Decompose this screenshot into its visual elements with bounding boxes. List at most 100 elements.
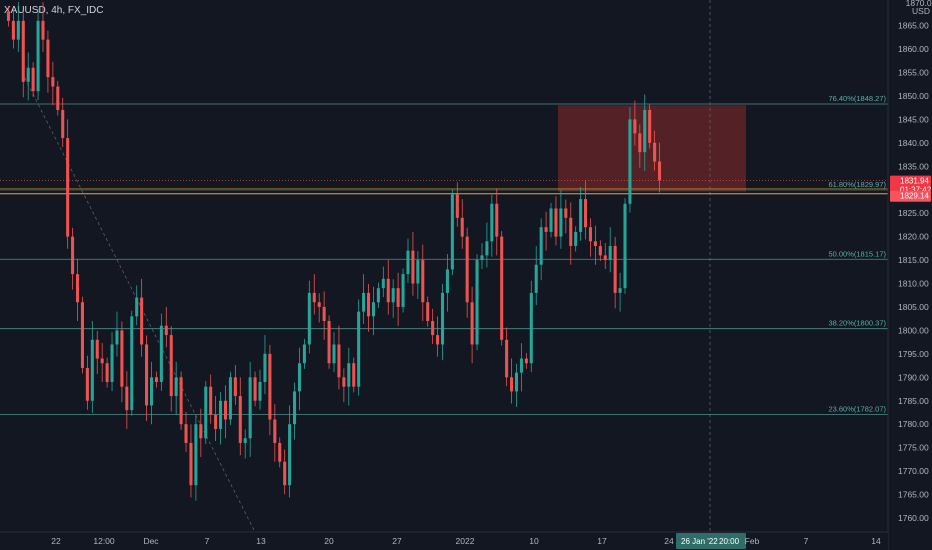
price-axis-top-label: 1870.00 bbox=[906, 0, 932, 8]
candle-body bbox=[559, 208, 563, 237]
price-axis-tick: 1810.00 bbox=[898, 279, 929, 289]
resistance-zone bbox=[558, 105, 746, 192]
candle-body bbox=[307, 292, 311, 345]
candle-body bbox=[51, 77, 55, 87]
price-axis-tick: 1780.00 bbox=[898, 419, 929, 429]
candle-body bbox=[475, 260, 479, 345]
candle-body bbox=[450, 194, 454, 270]
time-axis[interactable]: 22 12:00 Dec 7 13 20 27 2022 10 17 24 7 14 26 Jan '22… bbox=[0, 531, 888, 550]
time-axis-tick: Dec bbox=[143, 536, 159, 546]
price-axis-tick: 1770.00 bbox=[898, 466, 929, 476]
candle-body bbox=[386, 278, 390, 303]
candle-body bbox=[184, 424, 188, 443]
candle-body bbox=[401, 274, 405, 307]
candle-body bbox=[539, 227, 543, 265]
candle-body bbox=[490, 203, 494, 242]
candle-body bbox=[297, 363, 302, 392]
orange-price-tag bbox=[890, 190, 931, 202]
candle-body bbox=[11, 20, 15, 40]
candle-body bbox=[149, 377, 154, 406]
candle-body bbox=[366, 292, 371, 317]
candle-body bbox=[658, 161, 662, 181]
candle-body bbox=[455, 194, 459, 218]
candle-body bbox=[71, 236, 75, 275]
candle-body bbox=[549, 208, 553, 232]
candle-body bbox=[534, 264, 538, 293]
candle-body bbox=[21, 20, 25, 82]
fib-level-label: 50.00%(1815.17) bbox=[828, 249, 886, 258]
candle-body bbox=[223, 400, 228, 420]
candle-body bbox=[648, 109, 652, 143]
symbol-label: XAUUSD, 4h, FX_IDC bbox=[4, 5, 104, 16]
candle-body bbox=[189, 442, 193, 486]
price-axis[interactable]: 1870.00USD 1865.00 1860.00 1855.00 1850.00 18… bbox=[887, 0, 932, 550]
candle-body bbox=[154, 377, 158, 382]
time-axis-bg bbox=[0, 532, 888, 550]
time-axis-tick: 27 bbox=[392, 536, 402, 546]
candle-body bbox=[431, 321, 435, 336]
candle-body bbox=[391, 288, 395, 303]
orange-price-value: 1829.14 bbox=[900, 192, 929, 201]
price-axis-currency: USD bbox=[912, 6, 930, 16]
time-axis-tick: 22 bbox=[51, 536, 61, 546]
price-axis-tick: 1815.00 bbox=[898, 255, 929, 265]
candle-body bbox=[584, 199, 588, 228]
candle-body bbox=[371, 302, 375, 317]
candle-body bbox=[16, 20, 20, 40]
time-axis-tick: 7 bbox=[804, 536, 809, 546]
candle-body bbox=[638, 133, 642, 153]
time-axis-tick: 13 bbox=[256, 536, 266, 546]
candle-body bbox=[288, 424, 292, 486]
candle-body bbox=[228, 377, 232, 420]
price-axis-tick: 1850.00 bbox=[898, 91, 929, 101]
candle-body bbox=[238, 396, 242, 443]
candle-body bbox=[544, 227, 548, 232]
time-axis-tick-after: Feb bbox=[745, 536, 760, 546]
price-axis-tick: 1855.00 bbox=[898, 67, 929, 77]
candle-body bbox=[603, 255, 607, 261]
candle-body bbox=[376, 288, 380, 303]
candle-body bbox=[278, 442, 282, 462]
candle-body bbox=[317, 302, 321, 307]
candle-body bbox=[135, 297, 139, 317]
candle-body bbox=[357, 311, 361, 387]
candle-body bbox=[105, 363, 109, 382]
candle-body bbox=[110, 344, 114, 382]
candle-body bbox=[495, 203, 499, 237]
candle-body bbox=[31, 67, 35, 92]
candle-body bbox=[233, 377, 237, 397]
price-axis-tick: 1820.00 bbox=[898, 232, 929, 242]
candle-body bbox=[164, 325, 168, 336]
candle-body bbox=[633, 119, 637, 134]
last-price-tag bbox=[890, 175, 931, 196]
candle-body bbox=[618, 288, 622, 293]
candle-body bbox=[36, 20, 40, 92]
candle-body bbox=[514, 372, 519, 392]
candle-body bbox=[529, 292, 533, 364]
price-axis-tick: 1785.00 bbox=[898, 396, 929, 406]
candle-body bbox=[569, 217, 573, 246]
candles bbox=[6, 2, 662, 501]
price-axis-bg bbox=[888, 0, 932, 550]
candle-body bbox=[26, 67, 30, 82]
countdown-value: 01:37:42 bbox=[900, 186, 932, 195]
price-axis-tick: 1790.00 bbox=[898, 372, 929, 382]
fib-level-label: 23.60%(1782.07) bbox=[828, 404, 886, 413]
candle-body bbox=[115, 330, 119, 345]
candle-body bbox=[169, 335, 173, 397]
candle-body bbox=[130, 316, 134, 411]
candle-body bbox=[258, 381, 262, 401]
candle-body bbox=[174, 377, 178, 397]
candle-body bbox=[268, 353, 272, 420]
candle-body bbox=[613, 245, 617, 293]
candle-body bbox=[396, 288, 400, 307]
candle-body bbox=[145, 344, 149, 406]
candle-body bbox=[199, 424, 203, 439]
candle-body bbox=[406, 250, 410, 275]
candle-body bbox=[120, 330, 124, 387]
time-axis-tick: 14 bbox=[871, 536, 881, 546]
candle-body bbox=[381, 278, 385, 289]
candle-body bbox=[194, 424, 198, 486]
candle-body bbox=[214, 414, 218, 429]
